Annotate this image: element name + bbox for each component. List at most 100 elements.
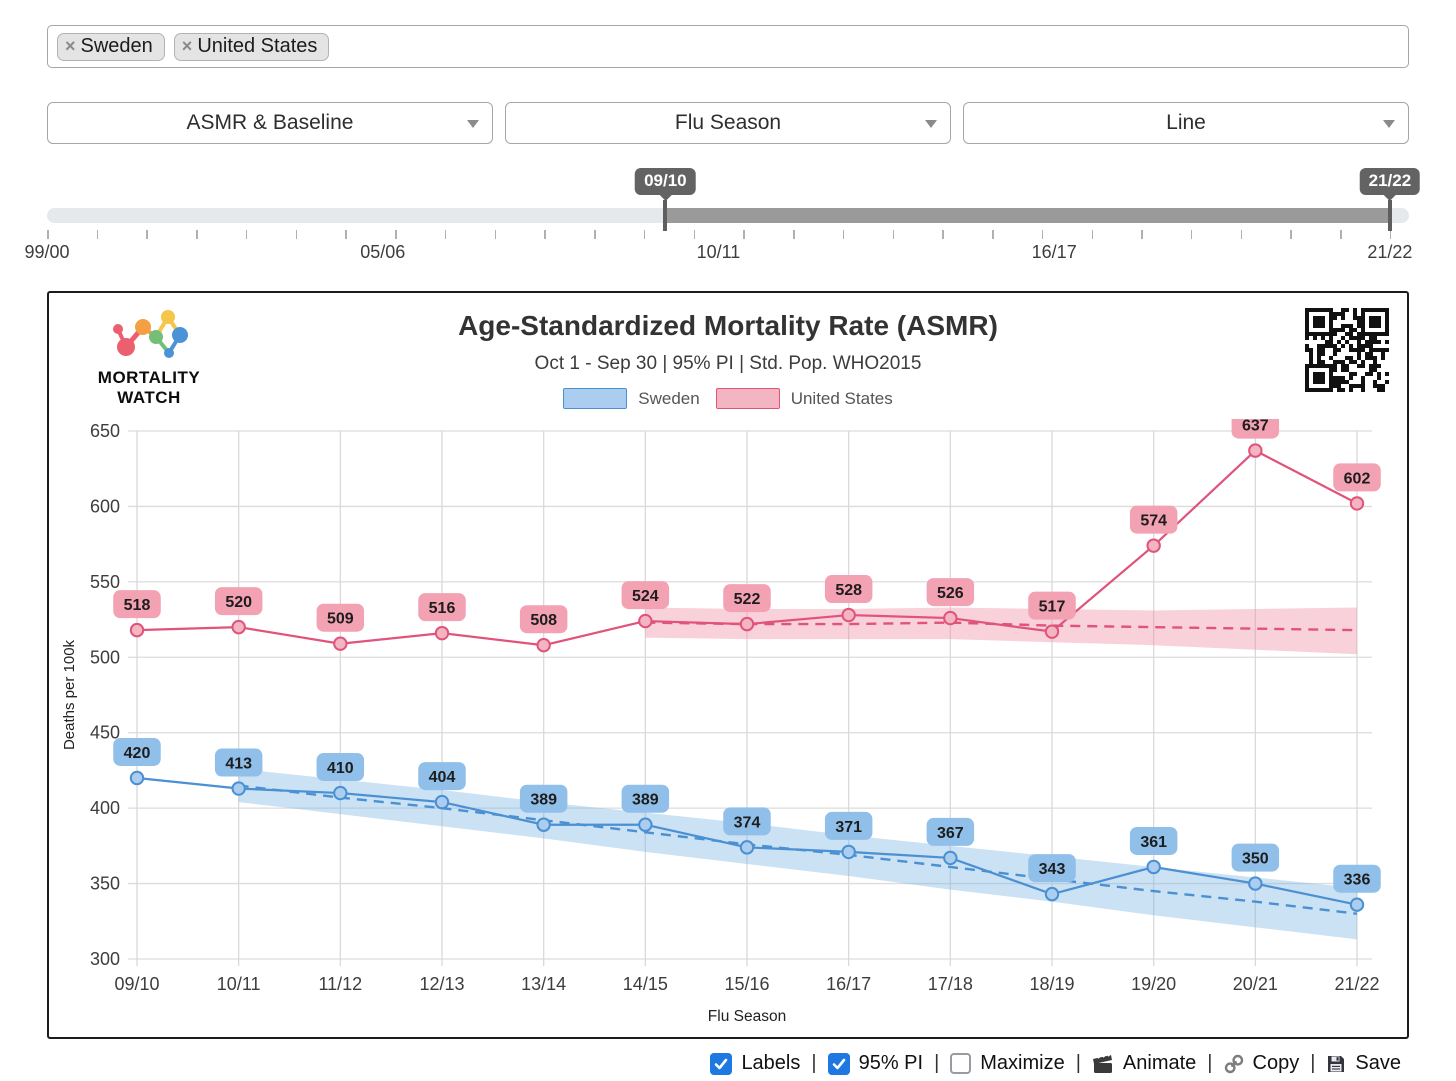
slider-end-badge[interactable]: 21/22 <box>1359 168 1421 195</box>
value-label-badge <box>113 590 161 619</box>
data-point[interactable] <box>739 616 755 632</box>
checkbox-checked-icon[interactable] <box>710 1052 733 1075</box>
value-label: 508 <box>530 612 557 629</box>
data-point[interactable] <box>231 781 246 796</box>
period-select[interactable]: Flu Season <box>505 102 951 144</box>
value-label-badge <box>113 737 161 766</box>
copy-button[interactable]: Copy <box>1224 1052 1300 1075</box>
asmr-line-chart: 300 350 400 450 500 550 600 650 09/10 10/11 11/12 1… <box>61 419 1381 1025</box>
metric-select[interactable]: ASMR & Baseline <box>47 102 493 144</box>
x-axis-tick-label: 16/17 <box>826 974 871 994</box>
remove-tag-icon[interactable]: × <box>65 36 76 56</box>
value-label-badge <box>418 762 466 791</box>
maximize-toggle-label: Maximize <box>980 1052 1065 1074</box>
pi-toggle-label: 95% PI <box>858 1052 924 1074</box>
chart-card: MORTALITY WATCH Age-Standardized Mortali… <box>47 291 1409 1039</box>
logo-molecule-icon <box>113 310 188 358</box>
link-icon <box>1224 1054 1243 1073</box>
season-range-slider: 09/10 21/22 99/00 05/06 10/11 16/17 21/22 <box>24 168 1421 270</box>
chart-controls: Labels | 95% PI | Maximize | Animate | <box>47 1052 1409 1075</box>
x-axis-tick-label: 12/13 <box>419 974 464 994</box>
data-point[interactable] <box>841 844 856 860</box>
data-point[interactable] <box>1146 859 1161 875</box>
animate-button[interactable]: Animate <box>1092 1052 1196 1075</box>
save-button-label: Save <box>1355 1052 1401 1074</box>
data-point[interactable] <box>536 817 551 832</box>
slider-selected-range[interactable] <box>665 208 1390 223</box>
value-label: 522 <box>734 591 761 608</box>
slider-axis-label: 05/06 <box>360 242 406 262</box>
data-point[interactable] <box>129 770 145 786</box>
value-label-badge <box>1231 843 1280 872</box>
data-point[interactable] <box>638 817 653 832</box>
data-point[interactable] <box>129 622 145 638</box>
data-point[interactable] <box>943 850 958 866</box>
metric-select-value: ASMR & Baseline <box>186 111 354 134</box>
save-button[interactable]: Save <box>1326 1052 1401 1075</box>
y-axis-title: Deaths per 100k <box>61 639 78 750</box>
checkbox-unchecked-icon[interactable] <box>950 1053 972 1074</box>
data-point[interactable] <box>333 636 348 651</box>
data-point[interactable] <box>943 610 958 626</box>
data-point[interactable] <box>333 785 348 801</box>
slider-end-handle[interactable] <box>1387 200 1392 231</box>
slider-axis-label: 21/22 <box>1367 242 1413 262</box>
x-axis-tick-label: 13/14 <box>521 974 566 994</box>
floppy-disk-icon <box>1328 1055 1345 1072</box>
select-row: ASMR & Baseline Flu Season Line <box>47 102 1409 144</box>
data-point[interactable] <box>1248 876 1263 891</box>
y-axis-tick-label: 350 <box>90 874 120 894</box>
data-point[interactable] <box>434 794 450 810</box>
maximize-toggle[interactable]: Maximize <box>950 1052 1065 1075</box>
data-point[interactable] <box>1044 624 1060 639</box>
data-point[interactable] <box>1044 886 1060 902</box>
tag-united-states[interactable]: × United States <box>173 32 330 61</box>
copy-button-label: Copy <box>1252 1052 1300 1074</box>
mortality-watch-logo: MORTALITY WATCH <box>79 307 219 407</box>
clapperboard-icon <box>1092 1053 1112 1073</box>
value-label: 637 <box>1242 419 1269 435</box>
slider-axis-label: 10/11 <box>696 242 741 262</box>
chevron-down-icon <box>467 120 479 128</box>
value-label-badge <box>1333 463 1381 492</box>
chart-type-select[interactable]: Line <box>963 102 1409 144</box>
legend-label: Sweden <box>638 388 700 408</box>
remove-tag-icon[interactable]: × <box>181 36 193 56</box>
data-point[interactable] <box>1349 496 1365 511</box>
data-point[interactable] <box>1146 538 1161 553</box>
separator: | <box>1310 1052 1316 1074</box>
labels-toggle[interactable]: Labels <box>710 1052 800 1075</box>
slider-start-badge[interactable]: 09/10 <box>635 168 696 195</box>
labels-toggle-label: Labels <box>741 1052 801 1074</box>
value-label-badge <box>1028 854 1076 883</box>
value-label: 517 <box>1039 599 1066 616</box>
x-axis-tick-label: 14/15 <box>623 974 668 994</box>
data-point[interactable] <box>536 638 551 653</box>
checkbox-checked-icon[interactable] <box>827 1052 850 1075</box>
slider-start-handle[interactable] <box>663 200 668 231</box>
slider-track[interactable] <box>47 200 1409 231</box>
data-point[interactable] <box>638 613 653 629</box>
country-tags-input[interactable]: × Sweden × United States <box>47 25 1409 68</box>
data-point[interactable] <box>434 625 450 641</box>
pi-band-united-states <box>645 607 1357 655</box>
pi-toggle[interactable]: 95% PI <box>827 1052 924 1075</box>
tag-sweden[interactable]: × Sweden <box>57 32 165 61</box>
data-point[interactable] <box>1248 443 1263 458</box>
data-point[interactable] <box>231 619 246 635</box>
data-point[interactable] <box>1349 897 1365 912</box>
value-label: 413 <box>225 756 252 773</box>
chevron-down-icon <box>925 120 937 128</box>
tag-label: Sweden <box>80 34 153 57</box>
value-label-badge <box>214 748 263 777</box>
period-select-value: Flu Season <box>674 111 782 134</box>
value-label-badge <box>214 587 263 616</box>
data-point[interactable] <box>739 840 755 855</box>
x-axis-tick-label: 10/11 <box>217 974 261 994</box>
value-label: 410 <box>327 760 354 777</box>
data-point[interactable] <box>841 607 856 623</box>
slider-tick-labels: 99/00 05/06 10/11 16/17 21/22 <box>24 242 1413 266</box>
x-axis-title: Flu Season <box>708 1008 786 1025</box>
x-axis-tick-label: 19/20 <box>1131 974 1176 994</box>
